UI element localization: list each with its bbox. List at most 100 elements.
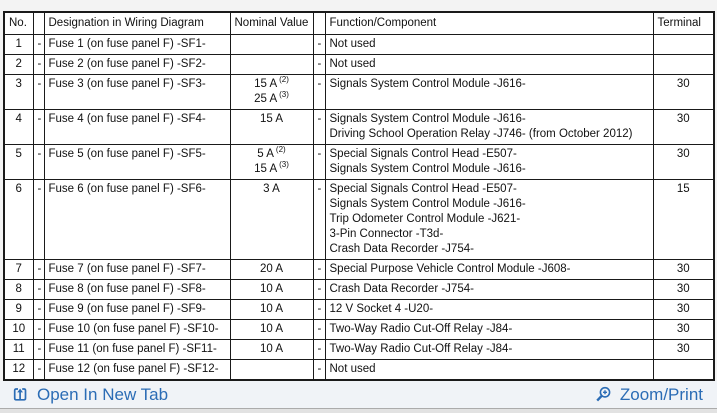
nominal-value-cell: 20 A — [229, 259, 314, 280]
nominal-value-line: 25 A (3) — [254, 90, 289, 105]
open-in-new-tab-link[interactable]: Open In New Tab — [12, 385, 168, 405]
separator-cell: - — [312, 54, 326, 75]
function-component-line: Special Purpose Vehicle Control Module -… — [329, 263, 571, 275]
separator-cell: - — [312, 179, 326, 260]
table-row: 6- Fuse 6 (on fuse panel F) -SF6- 3 A - Spec… — [3, 179, 715, 260]
function-component-cell: Not used — [324, 54, 654, 75]
function-component-cell: Signals System Control Module -J616- Driv… — [324, 109, 654, 145]
designation-cell: Fuse 3 (on fuse panel F) -SF3- — [43, 74, 231, 110]
nominal-value-cell: 10 A — [229, 299, 314, 320]
nominal-value-line: 20 A — [259, 263, 284, 275]
nominal-value-line: 10 A — [259, 303, 284, 315]
nominal-value-line: 15 A — [259, 113, 284, 125]
header-terminal: Terminal — [652, 11, 715, 35]
separator-cell: - — [32, 144, 45, 180]
open-in-new-tab-icon — [12, 386, 29, 403]
table-row: 5- Fuse 5 (on fuse panel F) -SF5- 5 A (2) 15… — [3, 144, 715, 180]
function-component-line: Driving School Operation Relay -J746- (f… — [329, 128, 633, 140]
bottom-edge-strip — [0, 408, 717, 413]
row-number-cell: 4 — [3, 109, 34, 145]
function-component-line: Special Signals Control Head -E507- — [329, 148, 517, 160]
function-component-line: Special Signals Control Head -E507- — [329, 183, 517, 195]
function-component-line: 3-Pin Connector -T3d- — [329, 228, 444, 240]
function-component-cell: 12 V Socket 4 -U20- — [324, 299, 654, 320]
header-separator-2 — [312, 11, 326, 35]
function-component-line: Two-Way Radio Cut-Off Relay -J84- — [329, 343, 513, 355]
separator-cell: - — [312, 34, 326, 55]
designation-cell: Fuse 1 (on fuse panel F) -SF1- — [43, 34, 231, 55]
nominal-value-line: 15 A (3) — [254, 160, 289, 175]
designation-cell: Fuse 12 (on fuse panel F) -SF12- — [43, 359, 231, 381]
fuse-table-area: No. Designation in Wiring Diagram Nomina… — [3, 11, 715, 381]
function-component-line: Signals System Control Module -J616- — [329, 113, 526, 125]
separator-cell: - — [32, 74, 45, 110]
row-number-cell: 9 — [3, 299, 34, 320]
designation-cell: Fuse 4 (on fuse panel F) -SF4- — [43, 109, 231, 145]
row-number-cell: 7 — [3, 259, 34, 280]
footnote-reference: (3) — [279, 90, 289, 100]
table-row: 2- Fuse 2 (on fuse panel F) -SF2- - Not use… — [3, 54, 715, 75]
separator-cell: - — [32, 109, 45, 145]
table-row: 11- Fuse 11 (on fuse panel F) -SF11- 10 A-… — [3, 339, 715, 360]
zoom-magnifier-icon — [594, 386, 612, 404]
zoom-print-link[interactable]: Zoom/Print — [594, 385, 703, 405]
terminal-cell: 30 — [652, 339, 715, 360]
function-component-cell: Special Signals Control Head -E507- Signa… — [324, 144, 654, 180]
nominal-value-cell — [229, 359, 314, 381]
separator-cell: - — [312, 259, 326, 280]
function-component-line: Signals System Control Module -J616- — [329, 163, 526, 175]
separator-cell: - — [32, 279, 45, 300]
separator-cell: - — [312, 109, 326, 145]
function-component-cell: Not used — [324, 359, 654, 381]
function-component-line: Crash Data Recorder -J754- — [329, 283, 474, 295]
terminal-cell: 30 — [652, 319, 715, 340]
row-number-cell: 1 — [3, 34, 34, 55]
footnote-reference: (2) — [275, 145, 286, 155]
nominal-value-cell: 15 A — [229, 109, 314, 145]
separator-cell: - — [32, 359, 45, 381]
table-row: 8- Fuse 8 (on fuse panel F) -SF8- 10 A - Cra… — [3, 279, 715, 300]
designation-cell: Fuse 8 (on fuse panel F) -SF8- — [43, 279, 231, 300]
function-component-cell: Two-Way Radio Cut-Off Relay -J84- — [324, 339, 654, 360]
nominal-value-cell: 10 A — [229, 279, 314, 300]
terminal-cell — [652, 54, 715, 75]
separator-cell: - — [312, 339, 326, 360]
separator-cell: - — [32, 34, 45, 55]
function-component-cell: Signals System Control Module -J616- — [324, 74, 654, 110]
table-row: 12- Fuse 12 (on fuse panel F) -SF12- - Not … — [3, 359, 715, 381]
nominal-value-cell — [229, 34, 314, 55]
separator-cell: - — [32, 339, 45, 360]
nominal-value-line: 10 A — [259, 323, 284, 335]
terminal-cell: 15 — [652, 179, 715, 260]
nominal-value-cell: 15 A (2) 25 A (3) — [229, 74, 314, 110]
nominal-value-line: 10 A — [259, 343, 284, 355]
row-number-cell: 12 — [3, 359, 34, 381]
table-row: 10- Fuse 10 (on fuse panel F) -SF10- 10 A-… — [3, 319, 715, 340]
separator-cell: - — [32, 319, 45, 340]
header-separator-1 — [32, 11, 45, 35]
nominal-value-line: 15 A (2) — [254, 75, 289, 90]
footnote-reference: (2) — [279, 75, 289, 85]
terminal-cell: 30 — [652, 279, 715, 300]
open-in-new-tab-label: Open In New Tab — [37, 384, 169, 404]
function-component-line: Trip Odometer Control Module -J621- — [329, 213, 521, 225]
row-number-cell: 8 — [3, 279, 34, 300]
row-number-cell: 5 — [3, 144, 34, 180]
separator-cell: - — [32, 179, 45, 260]
row-number-cell: 2 — [3, 54, 34, 75]
designation-cell: Fuse 5 (on fuse panel F) -SF5- — [43, 144, 231, 180]
separator-cell: - — [312, 319, 326, 340]
separator-cell: - — [32, 259, 45, 280]
function-component-line: Not used — [329, 58, 376, 70]
terminal-cell — [652, 34, 715, 55]
table-row: 3- Fuse 3 (on fuse panel F) -SF3- 15 A (2) 2… — [3, 74, 715, 110]
separator-cell: - — [312, 74, 326, 110]
nominal-value-cell: 10 A — [229, 339, 314, 360]
nominal-value-cell: 10 A — [229, 319, 314, 340]
header-function-component: Function/Component — [324, 11, 654, 35]
function-component-cell: Special Purpose Vehicle Control Module -… — [324, 259, 654, 280]
function-component-line: Two-Way Radio Cut-Off Relay -J84- — [329, 323, 513, 335]
function-component-line: Crash Data Recorder -J754- — [329, 243, 474, 255]
function-component-cell: Crash Data Recorder -J754- — [324, 279, 654, 300]
header-designation: Designation in Wiring Diagram — [43, 11, 231, 35]
